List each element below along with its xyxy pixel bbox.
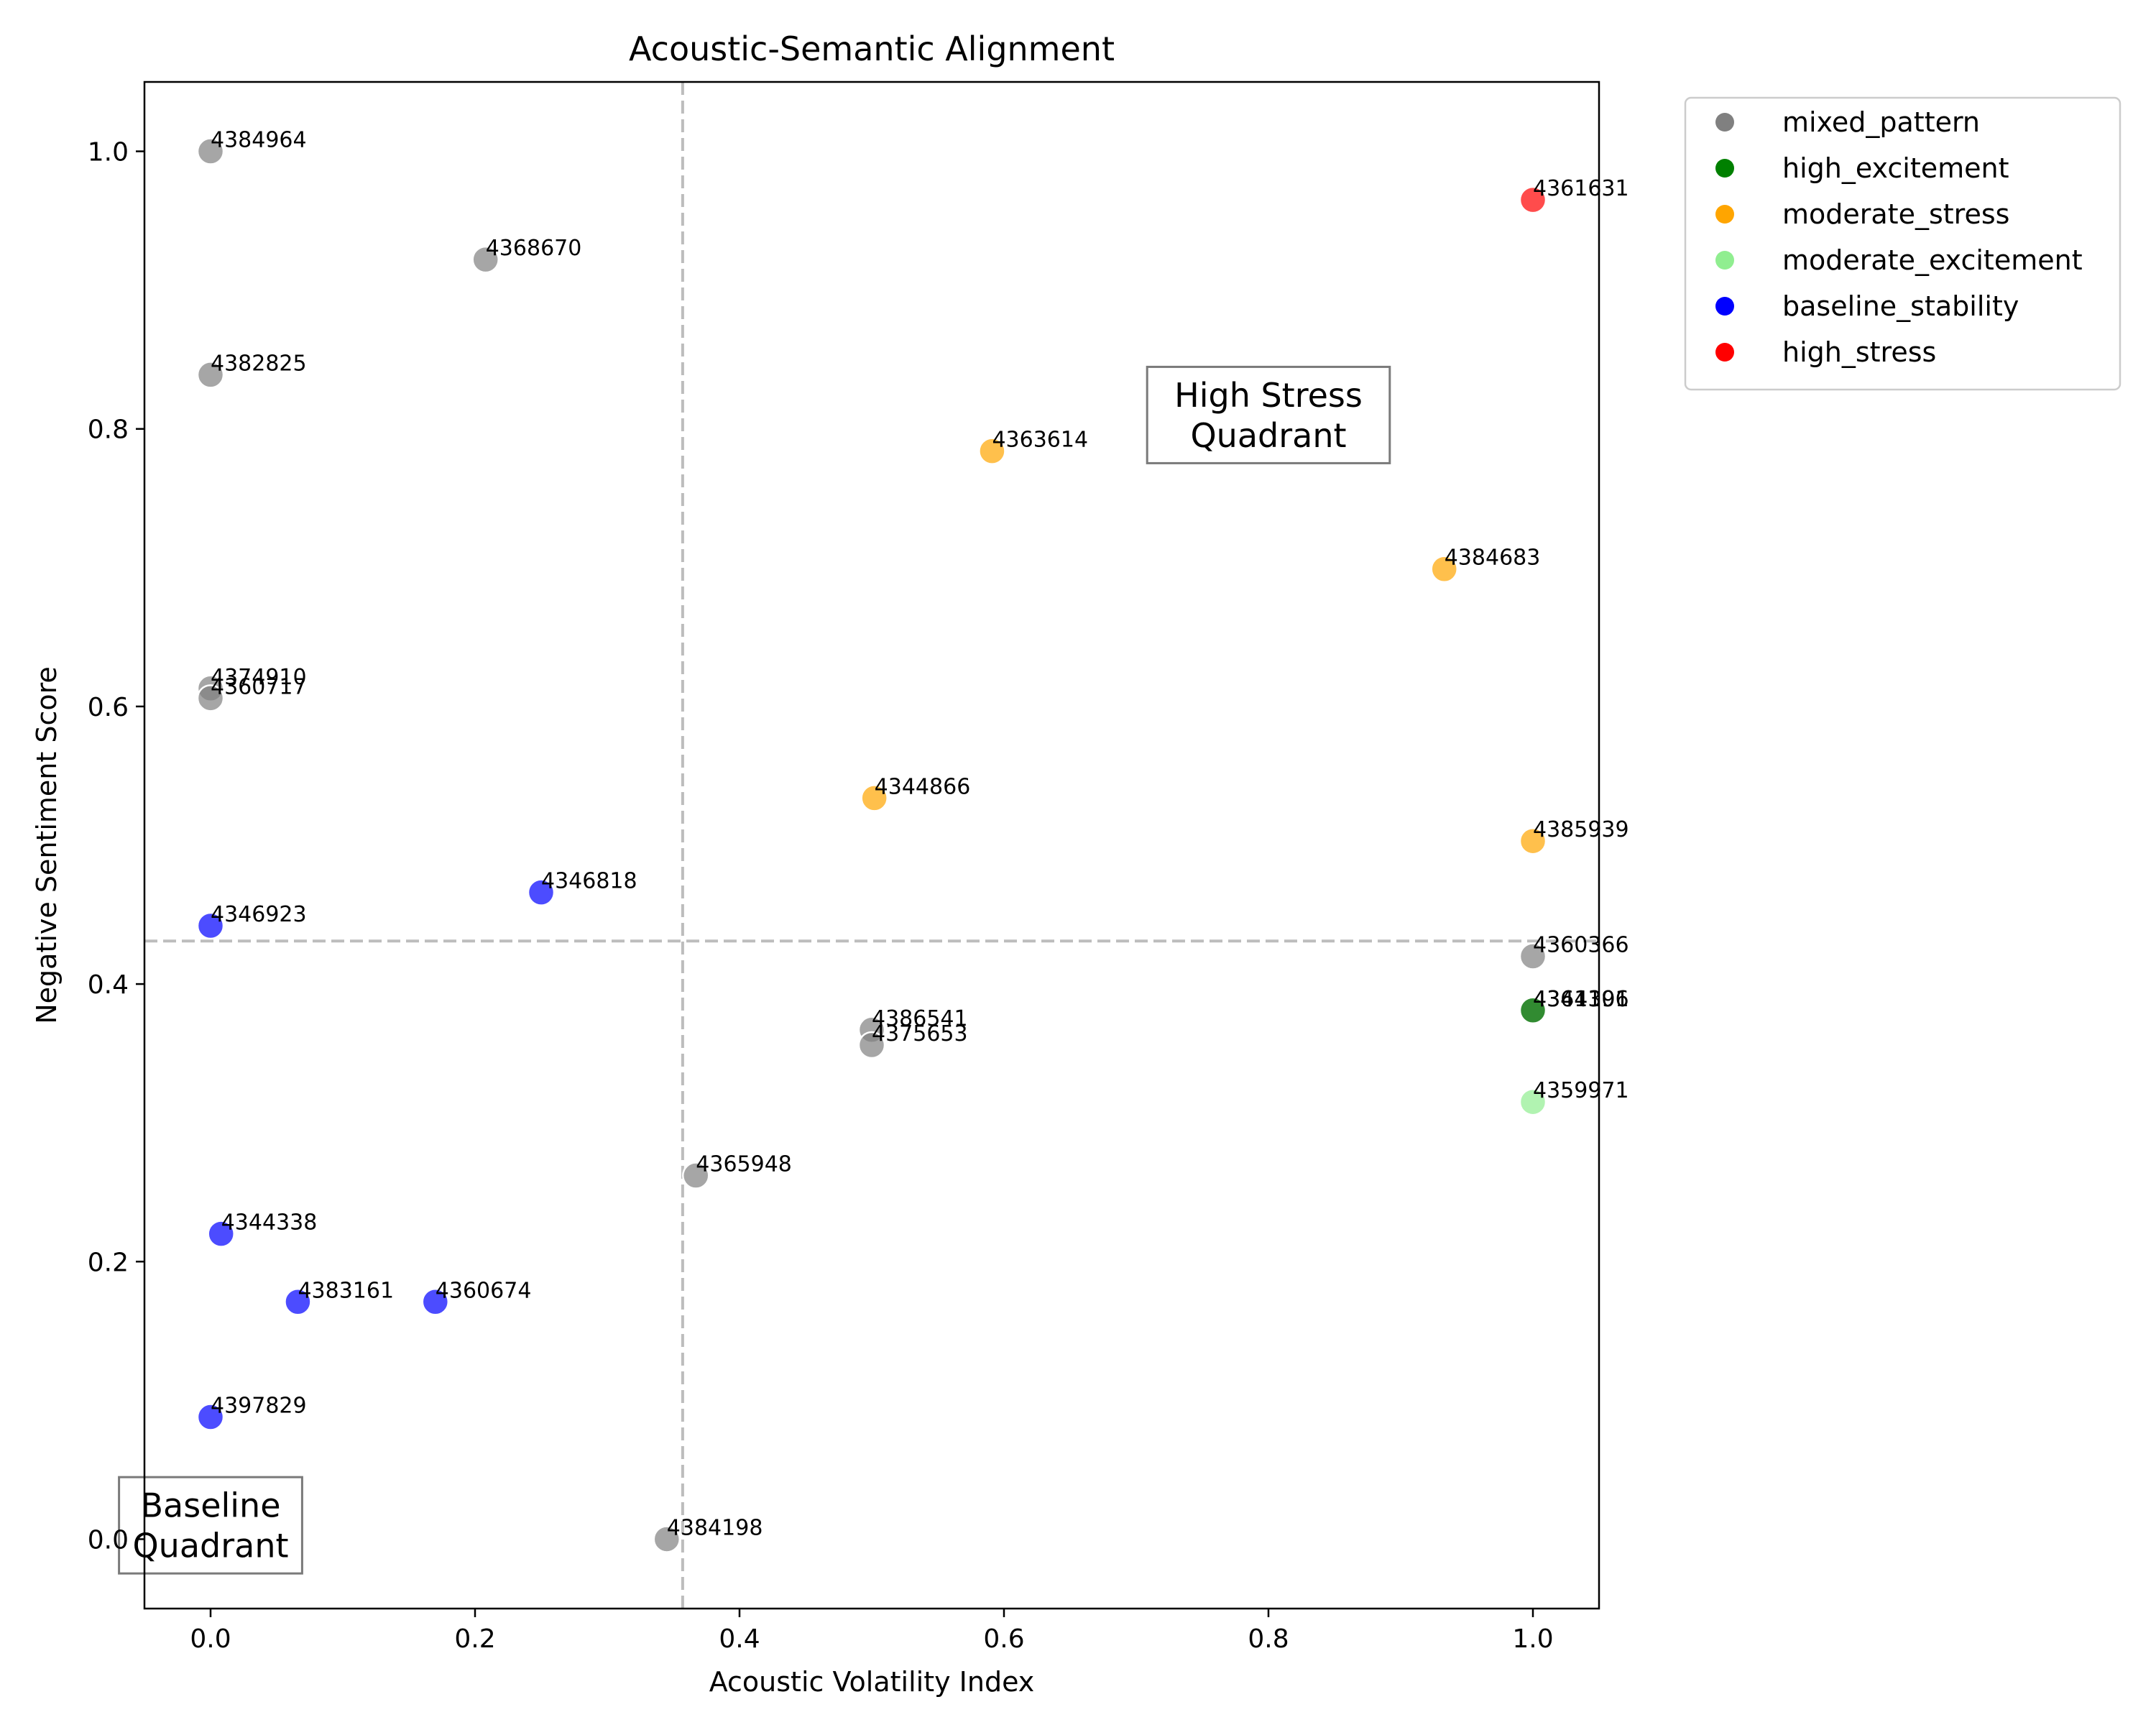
point-label: 4346923: [211, 902, 307, 927]
data-point: [196, 1403, 225, 1431]
x-axis: 0.0 0.2 0.4 0.6 0.8 1.0: [190, 1609, 1554, 1654]
point-label: 4359971: [1533, 1078, 1629, 1103]
point-label: 4382825: [211, 351, 307, 376]
point-label: 4384683: [1445, 546, 1541, 571]
x-tick-label: 0.2: [454, 1624, 495, 1654]
point-label: 4397829: [211, 1394, 307, 1419]
point-label: 4344338: [221, 1210, 318, 1236]
data-point: [527, 878, 556, 906]
point-label: 4363614: [992, 428, 1088, 453]
y-tick-label: 0.4: [88, 970, 129, 1000]
point-label: 4386541: [872, 1006, 968, 1031]
data-point: [682, 1162, 710, 1190]
y-axis-label: Negative Sentiment Score: [31, 666, 63, 1024]
legend-marker: [1715, 297, 1734, 316]
point-label: 4364396: [1533, 987, 1629, 1012]
point-label: 4374910: [211, 665, 307, 690]
legend-label: moderate_excitement: [1782, 244, 2083, 276]
legend-marker: [1715, 251, 1734, 270]
data-point: [1519, 827, 1547, 855]
data-point: [860, 784, 888, 812]
x-tick-label: 1.0: [1512, 1624, 1553, 1654]
x-tick-label: 0.0: [190, 1624, 231, 1654]
legend-label: mixed_pattern: [1782, 106, 1980, 138]
annotation-text: Quadrant: [1190, 416, 1346, 455]
point-label: 4341101: [1533, 987, 1629, 1012]
point-label: 4361631: [1533, 176, 1629, 201]
reference-lines: [144, 82, 1599, 1609]
data-point: [1430, 555, 1458, 583]
x-tick-label: 0.8: [1248, 1624, 1289, 1654]
data-point: [196, 137, 225, 165]
point-label: 4384198: [667, 1515, 763, 1540]
plot-area-frame: [143, 80, 1600, 1610]
y-tick-label: 0.0: [88, 1525, 129, 1555]
y-tick-label: 0.2: [88, 1248, 129, 1277]
point-label: 4385939: [1533, 817, 1629, 842]
point-label: 4360674: [436, 1278, 532, 1303]
point-label: 4344866: [875, 774, 971, 799]
data-point: [1519, 942, 1547, 970]
legend-label: high_excitement: [1782, 152, 2009, 184]
y-tick-label: 0.8: [88, 415, 129, 445]
data-point: [1519, 185, 1547, 214]
chart-title: Acoustic-Semantic Alignment: [629, 29, 1115, 68]
data-point: [1519, 996, 1547, 1025]
data-point: [653, 1525, 681, 1553]
data-point: [207, 1220, 235, 1248]
legend-marker: [1715, 205, 1734, 224]
point-label: 4365948: [696, 1152, 792, 1177]
data-point: [196, 684, 225, 712]
point-label: 4375653: [872, 1021, 968, 1046]
legend-label: baseline_stability: [1782, 290, 2019, 322]
legend: mixed_pattern high_excitement moderate_str…: [1684, 96, 2122, 391]
point-label: 4368670: [486, 236, 582, 261]
legend-label: moderate_stress: [1782, 198, 2009, 230]
annotation-text: High Stress: [1174, 376, 1363, 415]
data-point: [196, 361, 225, 389]
y-axis: 0.0 0.2 0.4 0.6 0.8 1.0: [88, 138, 144, 1555]
point-label: 4360366: [1533, 932, 1629, 957]
y-tick-label: 0.6: [88, 693, 129, 722]
legend-marker: [1715, 113, 1734, 132]
data-point: [857, 1031, 886, 1059]
x-tick-label: 0.4: [719, 1624, 760, 1654]
legend-marker: [1715, 343, 1734, 362]
legend-marker: [1715, 159, 1734, 178]
data-point: [1519, 1087, 1547, 1116]
data-point: [471, 245, 499, 274]
point-label: 4346818: [541, 869, 637, 894]
annotation-text: Baseline: [140, 1486, 280, 1525]
data-point: [421, 1288, 450, 1316]
data-point: [978, 437, 1006, 465]
data-point: [196, 911, 225, 940]
data-points: [196, 137, 1547, 1553]
point-label: 4383161: [298, 1278, 394, 1303]
x-axis-label: Acoustic Volatility Index: [709, 1666, 1035, 1698]
data-point: [284, 1288, 312, 1316]
point-label: 4360717: [211, 674, 307, 699]
x-tick-label: 0.6: [983, 1624, 1024, 1654]
legend-label: high_stress: [1782, 336, 1936, 368]
y-tick-label: 1.0: [88, 138, 129, 167]
annotation-text: Quadrant: [132, 1527, 288, 1565]
legend-frame: [1684, 96, 2122, 391]
annotation-box: [1146, 365, 1391, 464]
point-label: 4384964: [211, 128, 307, 153]
annotation-box: [118, 1476, 303, 1575]
